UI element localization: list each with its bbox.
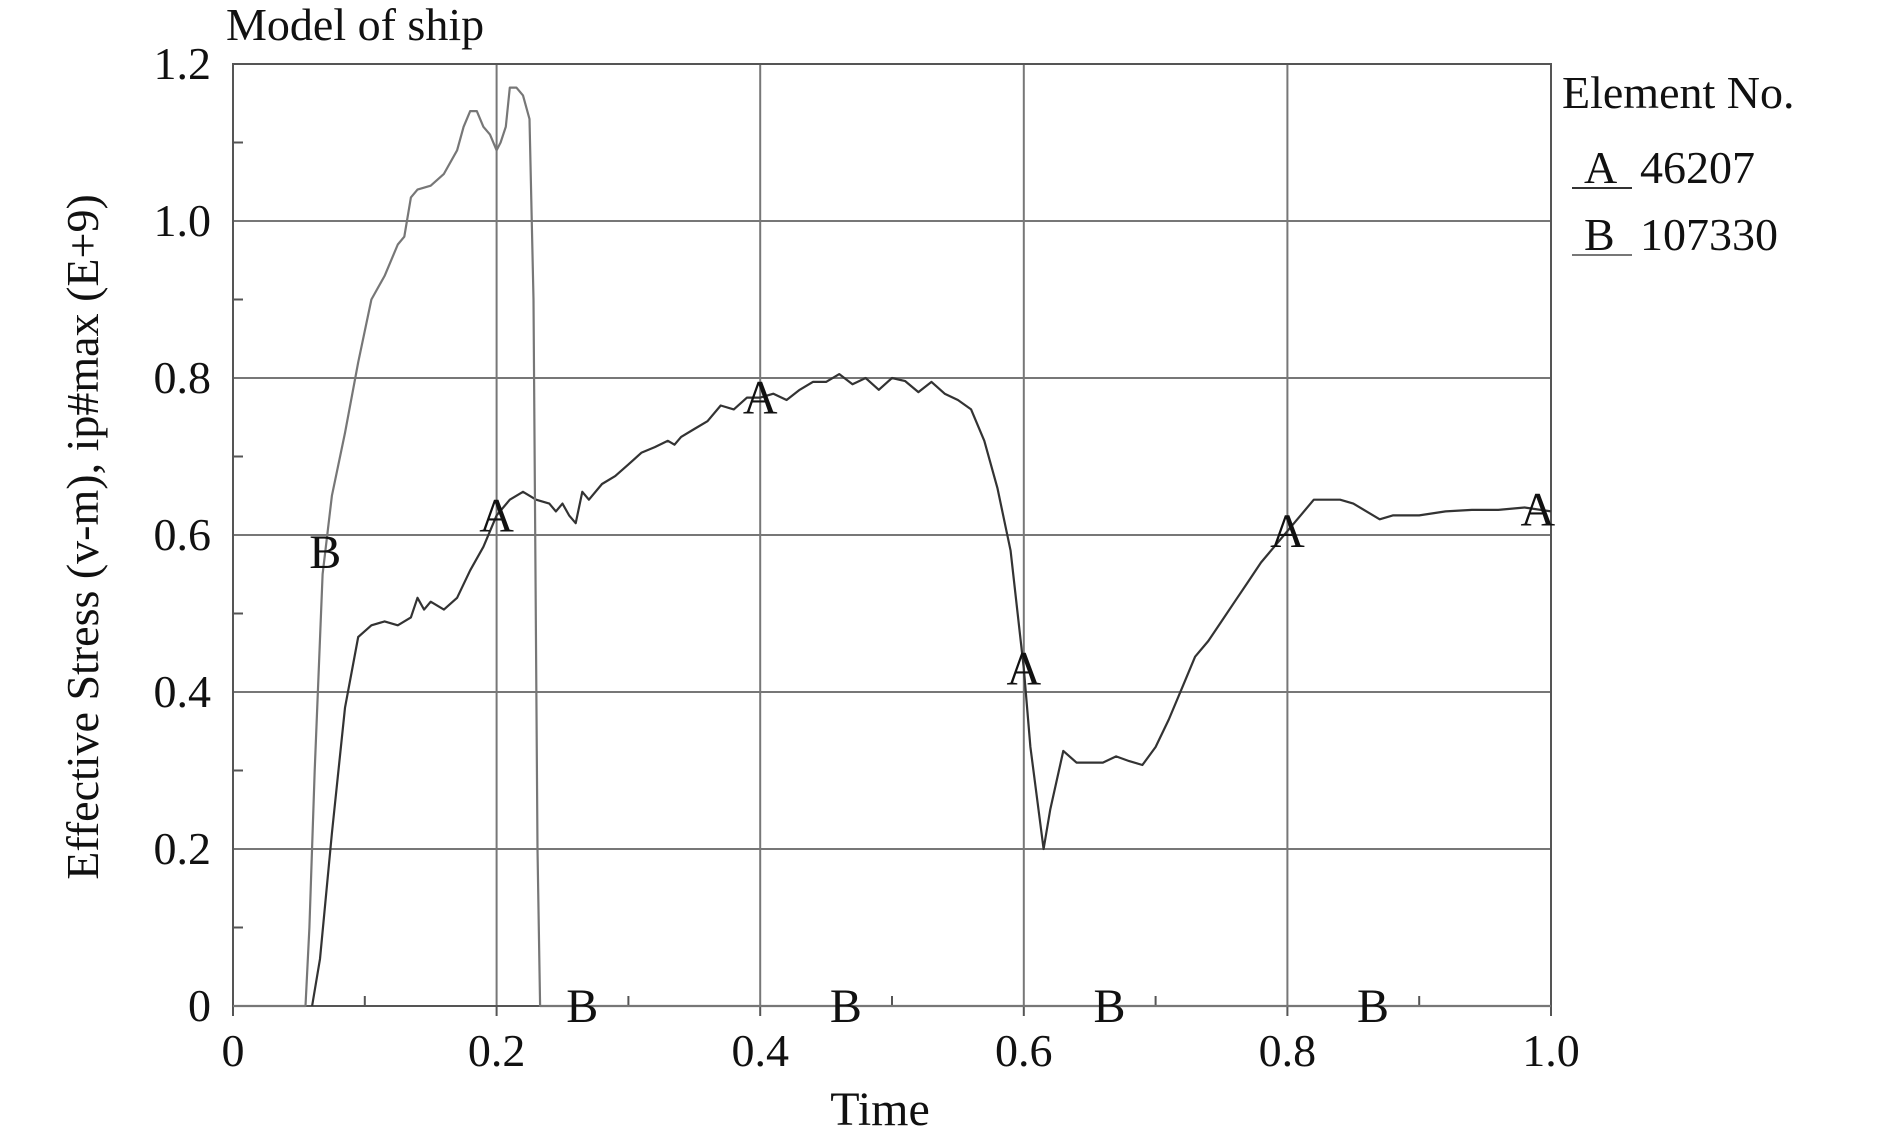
- x-tick-label: 1.0: [1522, 1025, 1580, 1076]
- legend-letter-a: A: [1584, 142, 1617, 193]
- plot-series: [233, 86, 1552, 1008]
- legend-entry-b: B 107330: [1572, 209, 1778, 260]
- series-marker-b: B: [1093, 980, 1125, 1033]
- legend-id-b: 107330: [1640, 209, 1778, 260]
- x-tick-label: 0.4: [731, 1025, 789, 1076]
- legend-entry-a: A 46207: [1572, 142, 1755, 193]
- x-tick-label: 0.2: [468, 1025, 526, 1076]
- grid-lines: [233, 64, 1551, 1006]
- x-tick-label: 0.8: [1259, 1025, 1317, 1076]
- legend-id-a: 46207: [1640, 142, 1755, 193]
- series-line-b: [233, 86, 1551, 1008]
- series-marker-a: A: [479, 489, 514, 542]
- series-marker-a: A: [1270, 505, 1305, 558]
- y-tick-label: 0: [188, 980, 211, 1031]
- series-line-a: [311, 373, 1552, 1007]
- x-axis-label: Time: [830, 1083, 930, 1129]
- series-marker-b: B: [1357, 980, 1389, 1033]
- y-tick-label: 1.2: [154, 38, 212, 89]
- series-marker-a: A: [1520, 483, 1555, 536]
- series-marker-a: A: [743, 372, 778, 425]
- x-tick-label: 0: [222, 1025, 245, 1076]
- y-tick-label: 0.2: [154, 823, 212, 874]
- series-marker-b: B: [566, 980, 598, 1033]
- axes: [232, 63, 1552, 1016]
- chart-title: Model of ship: [226, 0, 484, 50]
- y-tick-label: 1.0: [154, 195, 212, 246]
- series-marker-b: B: [830, 980, 862, 1033]
- series-markers: A A A A A B B B B B: [309, 372, 1555, 1033]
- y-tick-label: 0.4: [154, 666, 212, 717]
- y-axis-label: Effective Stress (v-m), ip#max (E+9): [57, 194, 108, 880]
- y-tick-label: 0.8: [154, 352, 212, 403]
- x-tick-label: 0.6: [995, 1025, 1053, 1076]
- legend-letter-b: B: [1584, 209, 1615, 260]
- y-tick-label: 0.6: [154, 509, 212, 560]
- tick-labels: 0 0.2 0.4 0.6 0.8 1.0 1.2 0 0.2 0.4 0.6 0.8 1.0: [154, 38, 1580, 1076]
- legend: Element No. A 46207 B 107330: [1562, 67, 1795, 260]
- legend-title: Element No.: [1562, 67, 1795, 118]
- series-marker-a: A: [1006, 642, 1041, 695]
- series-marker-b: B: [309, 526, 341, 579]
